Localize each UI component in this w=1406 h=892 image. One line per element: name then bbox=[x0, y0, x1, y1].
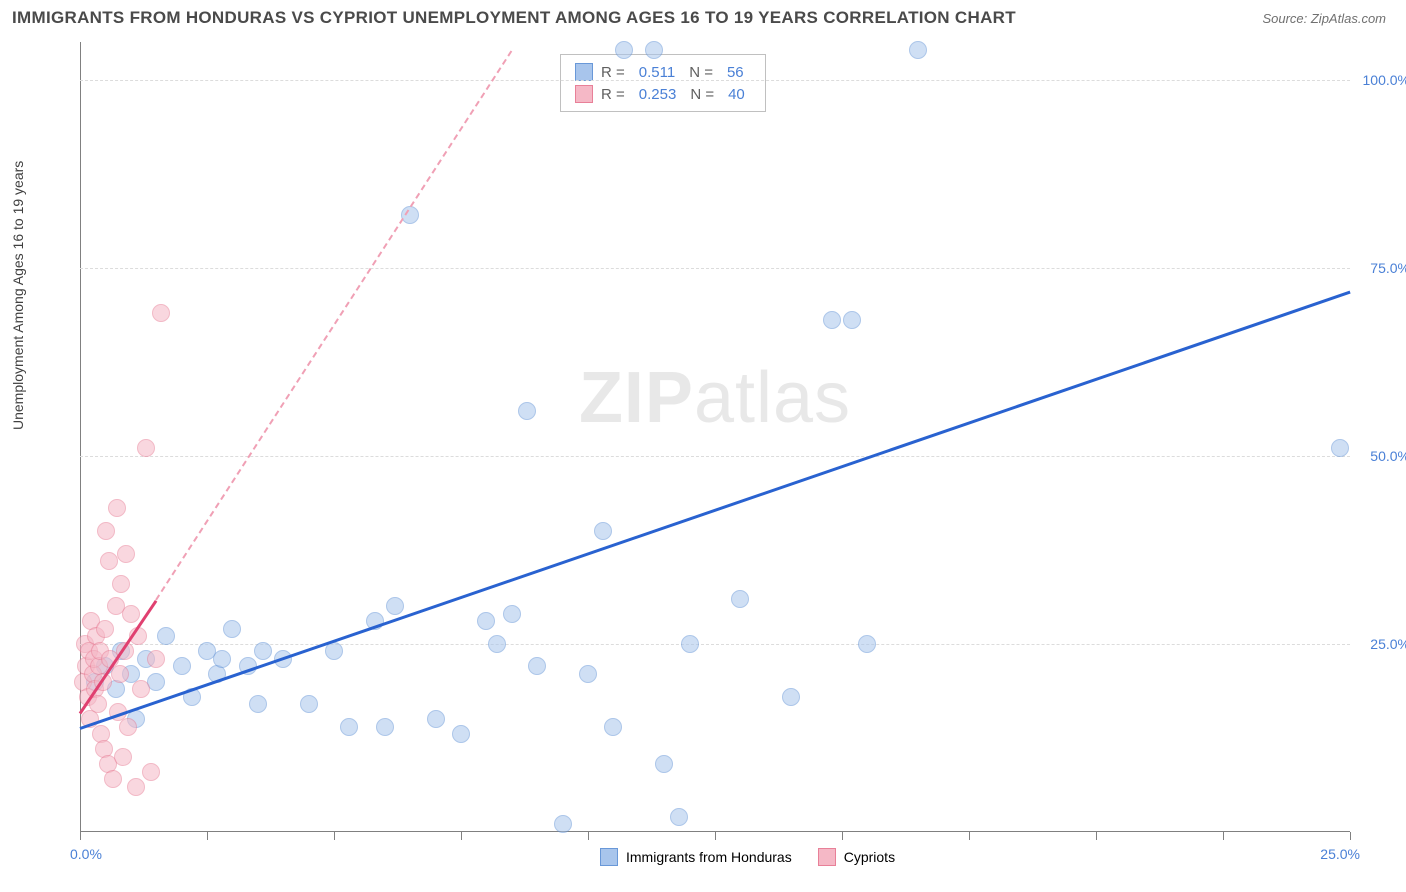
y-tick-label: 50.0% bbox=[1370, 448, 1406, 464]
honduras-point bbox=[488, 635, 506, 653]
y-axis-label: Unemployment Among Ages 16 to 19 years bbox=[10, 161, 26, 430]
x-tick bbox=[334, 832, 335, 840]
honduras-swatch-icon bbox=[575, 63, 593, 81]
x-tick bbox=[588, 832, 589, 840]
cypriots-point bbox=[122, 605, 140, 623]
stats-row-cypriots: R = 0.253 N = 40 bbox=[575, 83, 751, 105]
honduras-point bbox=[300, 695, 318, 713]
honduras-point bbox=[645, 41, 663, 59]
chart-title: IMMIGRANTS FROM HONDURAS VS CYPRIOT UNEM… bbox=[12, 8, 1016, 28]
y-tick-label: 75.0% bbox=[1370, 260, 1406, 276]
trend-line bbox=[80, 290, 1351, 729]
honduras-legend-swatch-icon bbox=[600, 848, 618, 866]
cypriots-point bbox=[111, 665, 129, 683]
honduras-point bbox=[254, 642, 272, 660]
honduras-point bbox=[340, 718, 358, 736]
cypriots-point bbox=[152, 304, 170, 322]
cypriots-point bbox=[117, 545, 135, 563]
honduras-point bbox=[452, 725, 470, 743]
cypriots-point bbox=[97, 522, 115, 540]
honduras-point bbox=[528, 657, 546, 675]
honduras-point bbox=[843, 311, 861, 329]
x-start-label: 0.0% bbox=[70, 846, 102, 862]
x-tick bbox=[1350, 832, 1351, 840]
x-tick bbox=[80, 832, 81, 840]
cypriots-point bbox=[132, 680, 150, 698]
honduras-point bbox=[173, 657, 191, 675]
x-tick bbox=[715, 832, 716, 840]
honduras-point bbox=[503, 605, 521, 623]
gridline bbox=[80, 644, 1350, 645]
gridline bbox=[80, 456, 1350, 457]
honduras-point bbox=[223, 620, 241, 638]
cypriots-point bbox=[137, 439, 155, 457]
honduras-point bbox=[376, 718, 394, 736]
x-tick bbox=[207, 832, 208, 840]
honduras-point bbox=[1331, 439, 1349, 457]
honduras-point bbox=[325, 642, 343, 660]
honduras-point bbox=[386, 597, 404, 615]
honduras-point bbox=[858, 635, 876, 653]
cypriots-swatch-icon bbox=[575, 85, 593, 103]
trend-line bbox=[155, 50, 512, 600]
cypriots-point bbox=[127, 778, 145, 796]
honduras-point bbox=[477, 612, 495, 630]
honduras-point bbox=[615, 41, 633, 59]
honduras-point bbox=[731, 590, 749, 608]
watermark: ZIPatlas bbox=[579, 357, 851, 439]
honduras-point bbox=[518, 402, 536, 420]
y-tick-label: 25.0% bbox=[1370, 636, 1406, 652]
honduras-point bbox=[681, 635, 699, 653]
cypriots-point bbox=[108, 499, 126, 517]
cypriots-point bbox=[96, 620, 114, 638]
honduras-point bbox=[823, 311, 841, 329]
x-tick bbox=[1096, 832, 1097, 840]
stats-box: R = 0.511 N = 56 R = 0.253 N = 40 bbox=[560, 54, 766, 112]
honduras-point bbox=[670, 808, 688, 826]
honduras-point bbox=[554, 815, 572, 833]
x-end-label: 25.0% bbox=[1320, 846, 1360, 862]
honduras-point bbox=[157, 627, 175, 645]
x-tick bbox=[969, 832, 970, 840]
x-tick bbox=[1223, 832, 1224, 840]
honduras-point bbox=[594, 522, 612, 540]
honduras-point bbox=[249, 695, 267, 713]
gridline bbox=[80, 80, 1350, 81]
cypriots-point bbox=[112, 575, 130, 593]
honduras-point bbox=[782, 688, 800, 706]
honduras-point bbox=[604, 718, 622, 736]
x-tick bbox=[461, 832, 462, 840]
honduras-point bbox=[579, 665, 597, 683]
honduras-point bbox=[909, 41, 927, 59]
honduras-point bbox=[427, 710, 445, 728]
x-tick bbox=[842, 832, 843, 840]
cypriots-point bbox=[100, 552, 118, 570]
legend-item-honduras: Immigrants from Honduras bbox=[600, 848, 792, 866]
cypriots-point bbox=[114, 748, 132, 766]
cypriots-point bbox=[104, 770, 122, 788]
cypriots-point bbox=[119, 718, 137, 736]
cypriots-legend-swatch-icon bbox=[818, 848, 836, 866]
plot-region: ZIPatlas R = 0.511 N = 56 R = 0.253 N = … bbox=[80, 42, 1350, 832]
source-label: Source: ZipAtlas.com bbox=[1262, 11, 1386, 26]
legend: Immigrants from Honduras Cypriots bbox=[600, 848, 895, 866]
y-tick-label: 100.0% bbox=[1363, 72, 1406, 88]
legend-item-cypriots: Cypriots bbox=[818, 848, 895, 866]
chart-area: ZIPatlas R = 0.511 N = 56 R = 0.253 N = … bbox=[50, 42, 1390, 832]
cypriots-point bbox=[142, 763, 160, 781]
gridline bbox=[80, 268, 1350, 269]
honduras-point bbox=[655, 755, 673, 773]
cypriots-point bbox=[147, 650, 165, 668]
honduras-point bbox=[213, 650, 231, 668]
